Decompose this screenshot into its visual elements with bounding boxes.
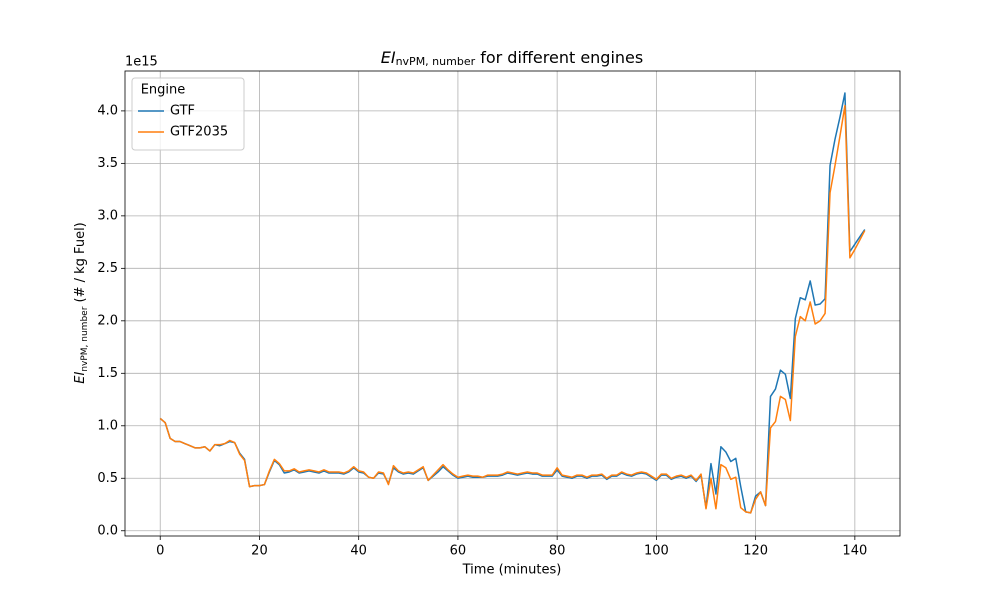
title-sub: nvPM, number	[396, 55, 476, 68]
x-tick-label: 140	[842, 544, 867, 559]
x-tick-label: 20	[251, 544, 268, 559]
y-tick-label: 0.5	[97, 471, 118, 486]
legend-label: GTF	[170, 104, 195, 119]
ylabel-main: EI	[73, 372, 88, 384]
y-tick-label: 0.0	[97, 523, 118, 538]
title-main: EI	[381, 48, 396, 67]
legend: Engine GTF GTF2035	[131, 77, 245, 151]
ylabel-sub: nvPM, number	[80, 306, 90, 371]
x-tick-label: 60	[450, 544, 467, 559]
x-tick-label: 120	[743, 544, 768, 559]
y-tick-label: 2.5	[97, 261, 118, 276]
legend-label: GTF2035	[170, 125, 228, 140]
series-line	[159, 104, 866, 514]
legend-title: Engine	[141, 83, 186, 98]
chart-title: EInvPM, number for different engines	[381, 48, 643, 69]
x-tick-label: 40	[350, 544, 367, 559]
x-tick-label: 80	[549, 544, 566, 559]
plot-frame	[124, 70, 901, 537]
x-axis-label: Time (minutes)	[462, 563, 562, 578]
y-tick-label: 2.0	[97, 313, 118, 328]
y-tick-label: 1.0	[97, 418, 118, 433]
y-tick-label: 1.5	[97, 366, 118, 381]
y-axis-label: EInvPM, number (# / kg Fuel)	[73, 222, 90, 383]
x-tick-label: 100	[644, 544, 669, 559]
y-offset-label: 1e15	[125, 55, 158, 70]
ylabel-rest: (# / kg Fuel)	[73, 222, 88, 306]
title-rest: for different engines	[475, 48, 643, 67]
y-tick-label: 3.0	[97, 208, 118, 223]
y-tick-label: 4.0	[97, 103, 118, 118]
y-tick-label: 3.5	[97, 156, 118, 171]
x-tick-label: 0	[156, 544, 164, 559]
